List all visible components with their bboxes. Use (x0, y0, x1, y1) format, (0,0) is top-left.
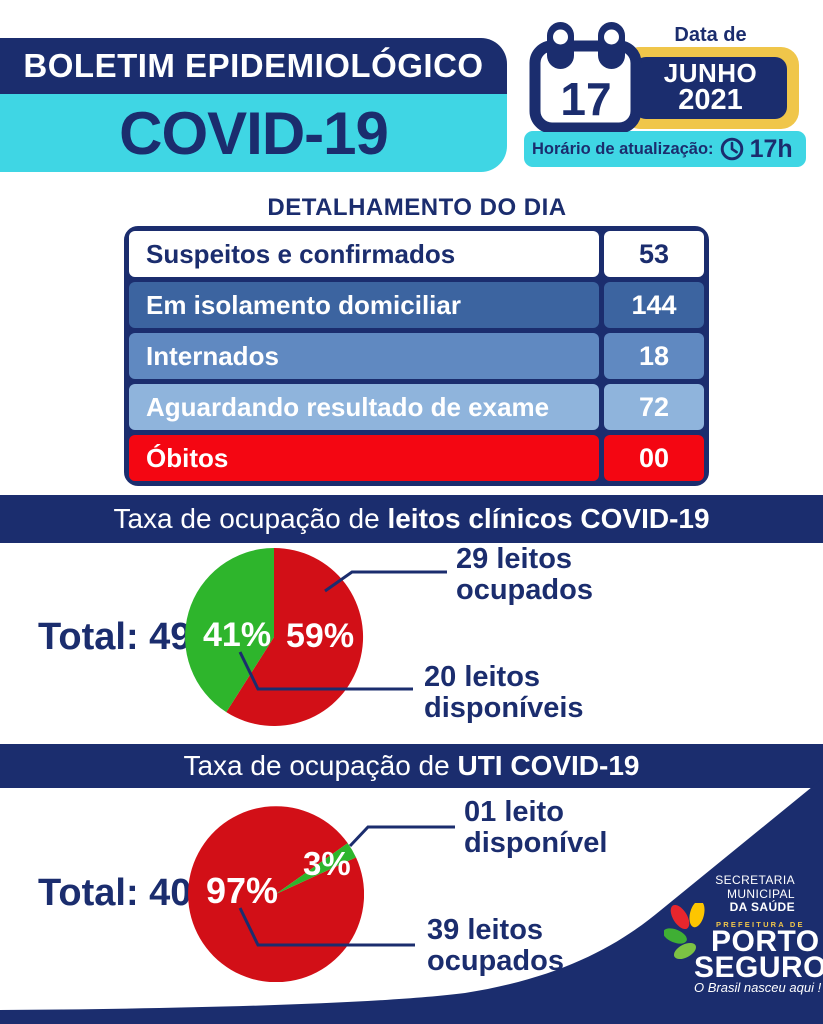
org-line: DA SAÚDE (729, 900, 795, 914)
month-year-box: JUNHO 2021 (634, 57, 787, 119)
time-update-bar: Horário de atualização: 17h (524, 131, 806, 167)
table-row: Internados 18 (129, 333, 704, 379)
city-slogan: O Brasil nasceu aqui ! (694, 980, 821, 995)
banner-text-prefix: Taxa de ocupação de (113, 503, 388, 534)
month-label: JUNHO (663, 57, 758, 88)
banner-text-bold: UTI COVID-19 (457, 750, 640, 781)
row-value: 18 (604, 333, 704, 379)
city-name-line2: SEGURO (694, 951, 823, 984)
time-update-value: 17h (749, 134, 793, 163)
year-label: 2021 (678, 84, 743, 117)
city-name-line1: PORTO (711, 925, 820, 958)
row-value: 00 (604, 435, 704, 481)
clinical-available-callout: 20 leitos disponíveis (424, 662, 584, 724)
detail-table: Suspeitos e confirmados 53 Em isolamento… (124, 226, 709, 486)
icu-total-label: Total: 40 (38, 872, 192, 914)
callout-line: 20 leitos (424, 661, 541, 693)
slogan-mark: ! (817, 980, 822, 995)
clinical-occupancy-banner: Taxa de ocupação de leitos clínicos COVI… (0, 495, 823, 543)
row-label: Suspeitos e confirmados (129, 231, 599, 277)
bulletin-title: BOLETIM EPIDEMIOLÓGICO (23, 47, 484, 84)
row-value: 72 (604, 384, 704, 430)
clock-icon (720, 137, 743, 161)
org-line: MUNICIPAL (726, 886, 795, 901)
detail-title: DETALHAMENTO DO DIA (267, 194, 567, 221)
health-secretary-label: SECRETARIA MUNICIPAL DA SAÚDE (715, 873, 795, 915)
callout-line: disponível (464, 827, 608, 859)
time-update-label: Horário de atualização: (532, 139, 714, 158)
covid-title-bar: COVID-19 (0, 94, 507, 172)
banner-text-prefix: Taxa de ocupação de (183, 750, 458, 781)
callout-line: disponíveis (424, 692, 584, 724)
table-row-deaths: Óbitos 00 (129, 435, 704, 481)
prefeitura-label: PREFEITURA DE (716, 920, 805, 929)
clinical-pct-available: 41% (203, 616, 272, 654)
pie-slice-available (276, 843, 356, 894)
month-year-frame: JUNHO 2021 (622, 47, 799, 129)
footer-swoosh-shape (0, 778, 823, 1024)
callout-line: 39 leitos (427, 914, 544, 946)
row-label: Aguardando resultado de exame (129, 384, 599, 430)
covid-title: COVID-19 (119, 99, 389, 167)
icu-pct-available: 3% (303, 845, 351, 882)
row-label: Internados (129, 333, 599, 379)
calendar-day: 17 (560, 73, 611, 125)
icu-pct-occupied: 97% (206, 870, 279, 911)
callout-line: ocupados (456, 574, 593, 606)
row-label: Em isolamento domiciliar (129, 282, 599, 328)
row-value: 53 (604, 231, 704, 277)
row-label: Óbitos (129, 435, 599, 481)
slogan-text: O Brasil nasceu aqui (694, 980, 814, 995)
icu-occupied-callout: 39 leitos ocupados (427, 915, 564, 977)
table-row: Em isolamento domiciliar 144 (129, 282, 704, 328)
bulletin-title-bar: BOLETIM EPIDEMIOLÓGICO (0, 38, 507, 94)
calendar-icon: 17 (527, 20, 642, 137)
callout-line: 29 leitos (456, 543, 573, 575)
icu-available-callout: 01 leito disponível (464, 797, 607, 859)
table-row: Suspeitos e confirmados 53 (129, 231, 704, 277)
callout-line: ocupados (427, 945, 564, 977)
clinical-total-label: Total: 49 (38, 616, 192, 658)
row-value: 144 (604, 282, 704, 328)
banner-text-bold: leitos clínicos COVID-19 (387, 503, 710, 534)
callout-line: 01 leito (464, 796, 564, 828)
icu-occupancy-banner: Taxa de ocupação de UTI COVID-19 (0, 744, 823, 788)
porto-seguro-leaves-icon (663, 900, 718, 968)
org-line: SECRETARIA (715, 873, 795, 887)
clinical-occupied-callout: 29 leitos ocupados (456, 544, 593, 606)
clinical-pct-occupied: 59% (286, 617, 355, 655)
table-row: Aguardando resultado de exame 72 (129, 384, 704, 430)
header-banner: BOLETIM EPIDEMIOLÓGICO COVID-19 (0, 38, 507, 172)
